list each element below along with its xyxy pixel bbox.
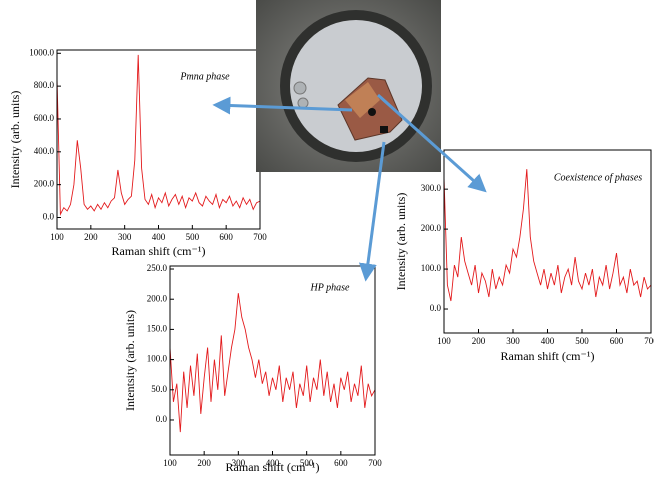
y-tick-label: 100.0 <box>421 263 442 273</box>
x-tick-label: 300 <box>506 336 520 346</box>
x-tick-label: 300 <box>232 458 246 468</box>
x-tick-label: 100 <box>437 336 451 346</box>
x-axis-title: Raman shift (cm⁻¹) <box>112 244 206 258</box>
x-tick-label: 600 <box>610 336 624 346</box>
plot-area <box>170 266 375 455</box>
y-tick-label: 300.0 <box>421 183 442 193</box>
crystal-shade <box>345 82 380 118</box>
x-tick-label: 700 <box>644 336 654 346</box>
spectrum-line <box>169 293 376 433</box>
y-tick-label: 600.0 <box>34 113 55 123</box>
x-tick-label: 700 <box>253 232 267 242</box>
annotation: Coexistence of phases <box>554 172 642 183</box>
y-tick-label: 250.0 <box>147 263 168 273</box>
annotation: HP phase <box>310 282 351 293</box>
x-tick-label: 100 <box>163 458 177 468</box>
y-tick-label: 50.0 <box>151 384 167 394</box>
x-tick-label: 700 <box>368 458 382 468</box>
x-tick-label: 600 <box>334 458 348 468</box>
arrow <box>376 93 487 193</box>
y-tick-label: 100.0 <box>147 354 168 364</box>
y-tick-label: 400.0 <box>34 146 55 156</box>
y-tick-label: 1000.0 <box>29 47 54 57</box>
bubble <box>297 97 309 109</box>
y-axis-title: Intensity (arb. units) <box>8 91 22 189</box>
y-tick-label: 200.0 <box>421 223 442 233</box>
y-tick-label: 0.0 <box>43 212 55 222</box>
x-tick-label: 300 <box>118 232 132 242</box>
y-tick-label: 0.0 <box>430 303 442 313</box>
x-tick-label: 200 <box>84 232 98 242</box>
x-tick-label: 200 <box>472 336 486 346</box>
spectrum-line <box>56 54 261 216</box>
x-tick-label: 400 <box>541 336 555 346</box>
x-axis-title: Raman shift (cm⁻¹) <box>501 349 595 363</box>
annotation: Pmna phase <box>179 71 230 82</box>
y-tick-label: 200.0 <box>34 179 55 189</box>
x-tick-label: 500 <box>186 232 200 242</box>
y-axis-title: Intentsity (arb. units) <box>123 310 137 411</box>
arrow <box>212 96 353 115</box>
x-tick-label: 100 <box>50 232 64 242</box>
y-axis-title: Intensity (arb. units) <box>394 193 408 291</box>
y-tick-label: 0.0 <box>156 414 168 424</box>
micrograph <box>256 0 441 172</box>
marker-spot <box>368 108 376 116</box>
x-tick-label: 500 <box>575 336 589 346</box>
x-tick-label: 600 <box>219 232 233 242</box>
marker-spot <box>380 126 388 133</box>
spectrum-line <box>443 169 652 302</box>
x-tick-label: 500 <box>300 458 314 468</box>
y-tick-label: 150.0 <box>147 323 168 333</box>
y-tick-label: 800.0 <box>34 80 55 90</box>
x-tick-label: 400 <box>266 458 280 468</box>
bubble <box>293 81 307 95</box>
x-axis-title: Raman shift (cm⁻¹) <box>226 460 320 474</box>
y-tick-label: 200.0 <box>147 293 168 303</box>
arrow <box>358 141 386 282</box>
x-tick-label: 200 <box>197 458 211 468</box>
x-tick-label: 400 <box>152 232 166 242</box>
